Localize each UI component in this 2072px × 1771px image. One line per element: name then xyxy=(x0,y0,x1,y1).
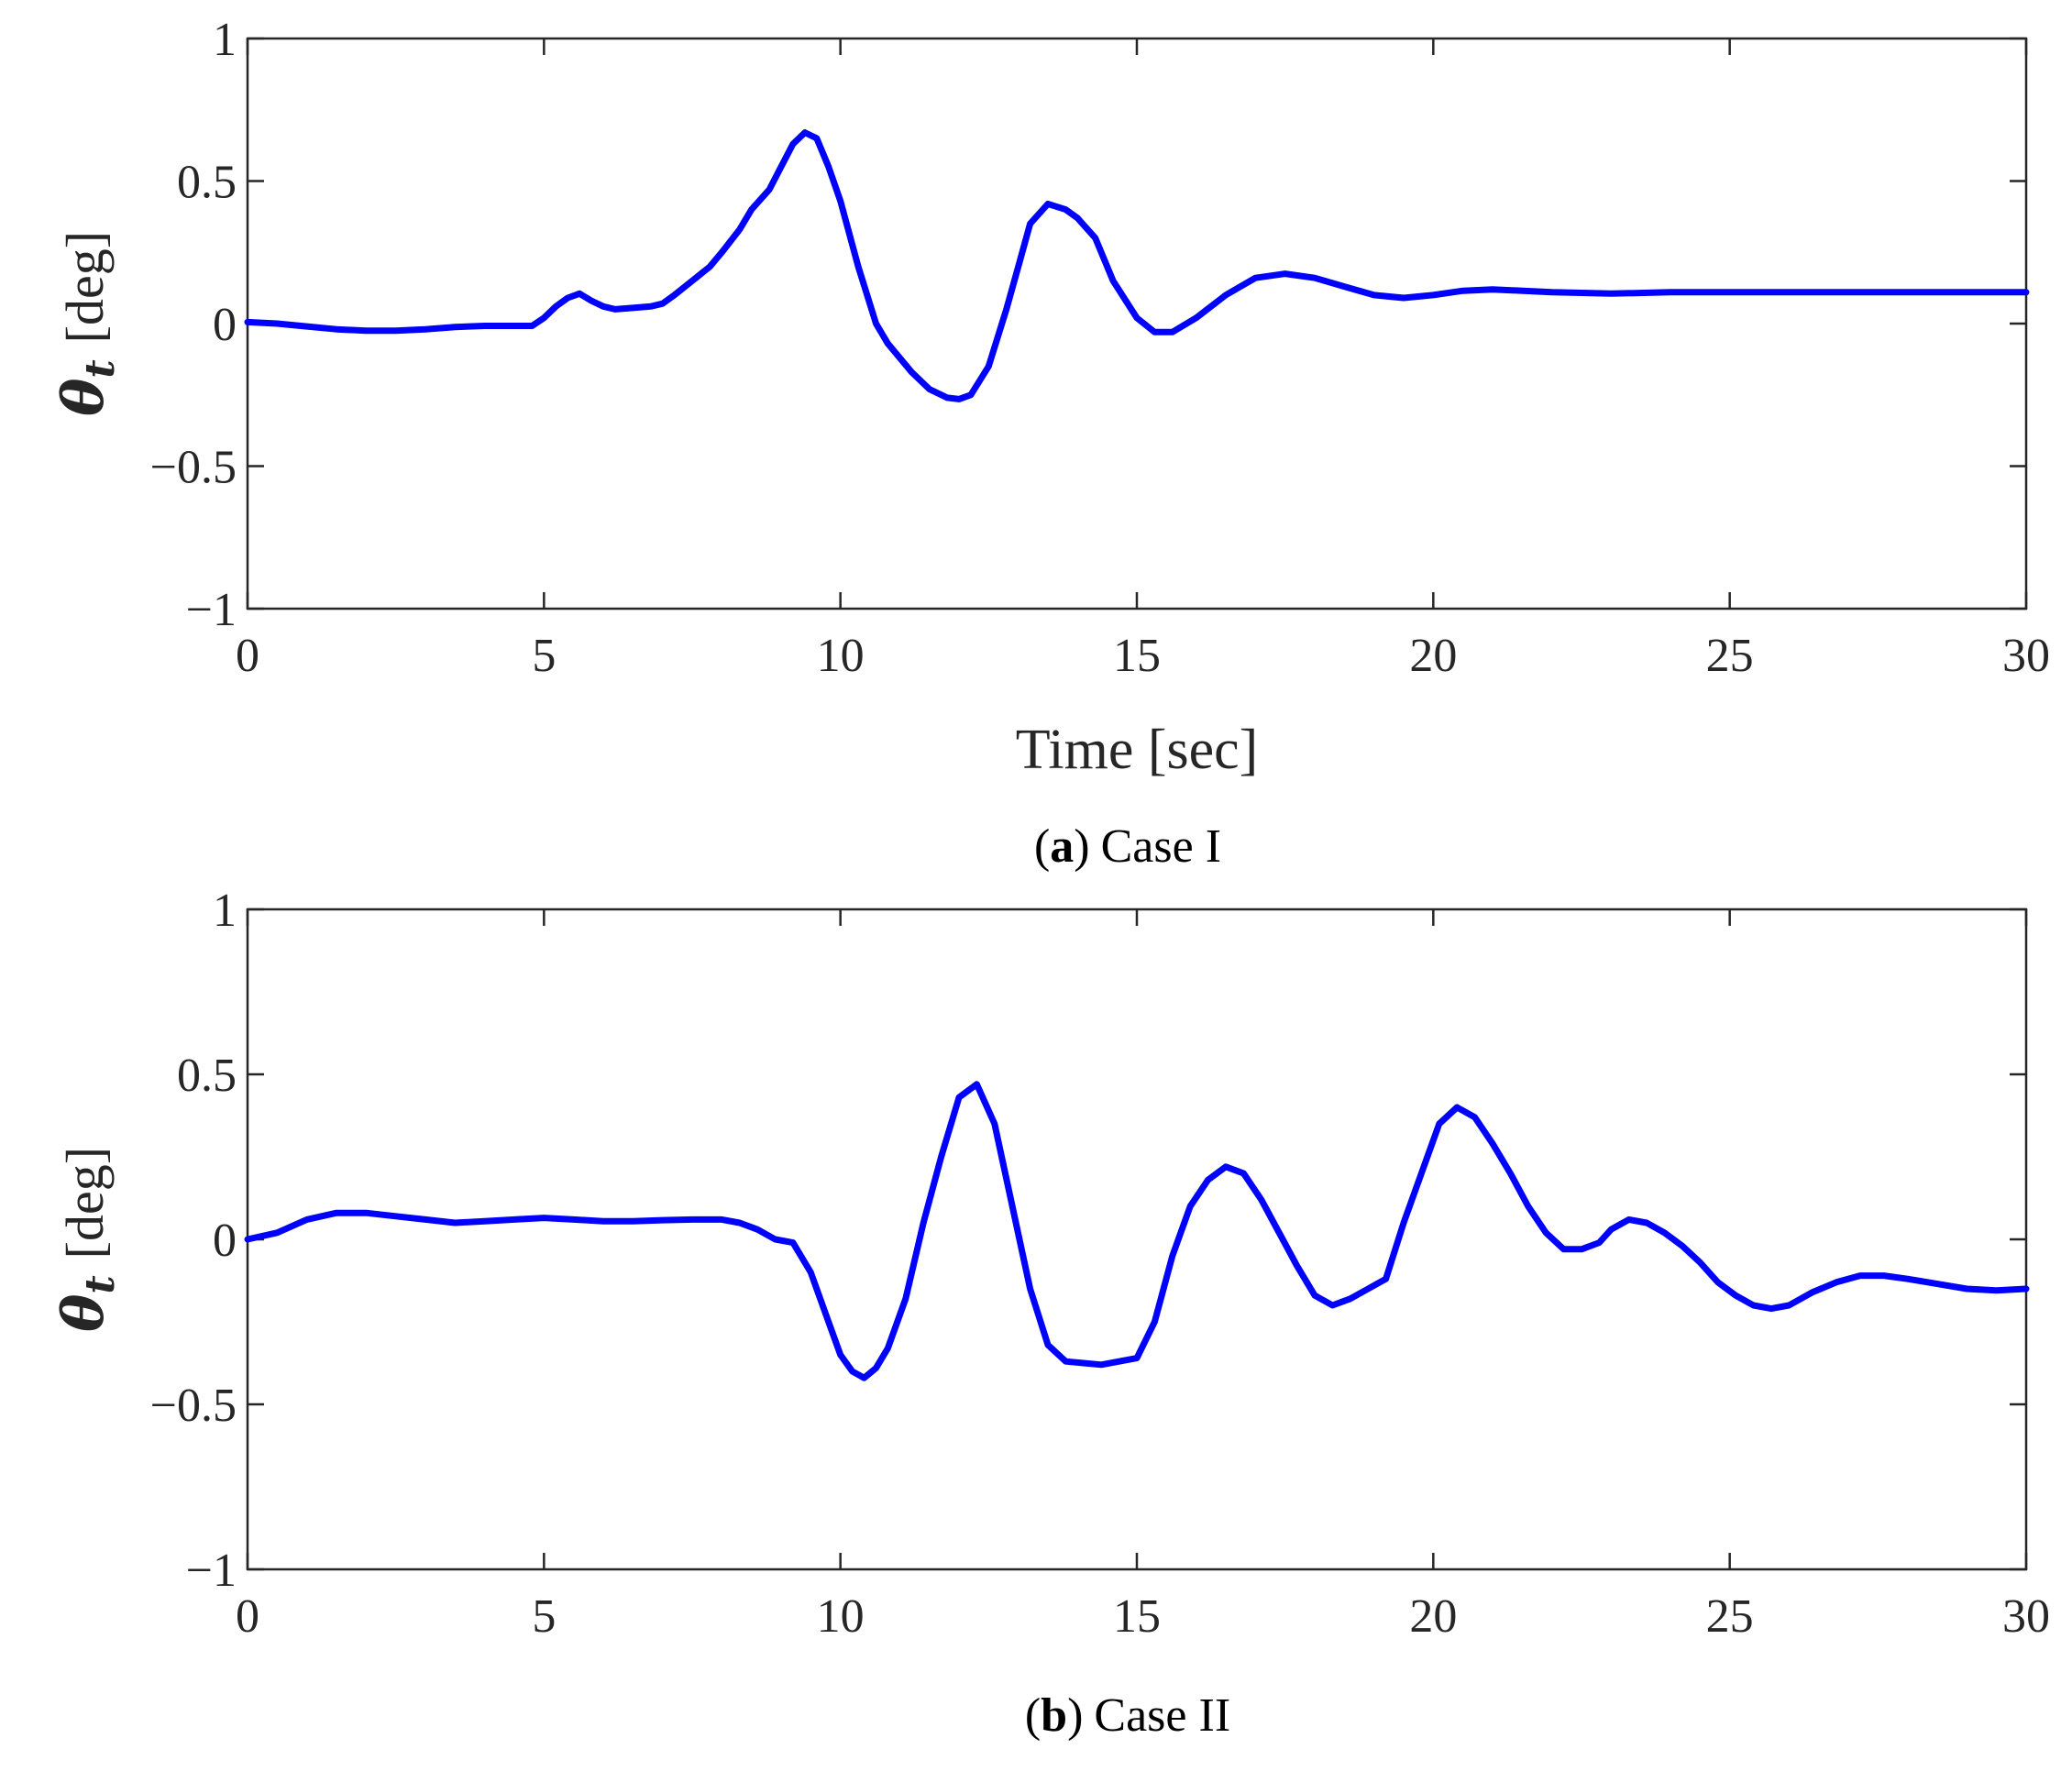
caption-letter: b xyxy=(1041,1689,1067,1742)
y-axis-label-subscript: t xyxy=(77,1275,124,1293)
x-tick-label: 25 xyxy=(1706,630,1754,682)
y-axis-label: θt [deg] xyxy=(50,1147,124,1332)
x-tick-label: 20 xyxy=(1409,630,1457,682)
x-tick-label: 10 xyxy=(817,630,865,682)
x-tick-label: 5 xyxy=(532,1590,556,1643)
x-tick-label: 30 xyxy=(2002,630,2050,682)
y-tick-label: 0 xyxy=(213,299,237,351)
y-axis-label-unit: [deg] xyxy=(55,1147,115,1259)
y-tick-label: 0 xyxy=(213,1215,237,1267)
caption-paren-open: ( xyxy=(1025,1689,1041,1742)
caption-text: Case I xyxy=(1101,820,1221,873)
y-axis-label-symbol: θ xyxy=(50,1293,116,1332)
x-tick-label: 0 xyxy=(236,630,259,682)
x-tick-label: 25 xyxy=(1706,1590,1754,1643)
chart-panel-a: 0 5 10 15 20 25 30 1 0.5 0 −0.5 −1 θt [deg] Time [sec]… xyxy=(50,14,2050,873)
chart-panel-b: 0 5 10 15 20 25 30 1 0.5 0 −0.5 −1 θt [deg] (b) Case II xyxy=(50,885,2050,1742)
x-axis-label: Time [sec] xyxy=(1016,719,1259,781)
y-tick-label: −1 xyxy=(186,584,237,636)
y-axis-label: θt [deg] xyxy=(50,231,124,416)
x-tick-label: 15 xyxy=(1113,1590,1161,1643)
y-tick-label: −0.5 xyxy=(150,442,237,494)
y-axis-label-unit: [deg] xyxy=(55,231,115,343)
x-tick-label: 5 xyxy=(532,630,556,682)
caption-paren-close: ) xyxy=(1067,1689,1083,1742)
x-tick-label: 20 xyxy=(1409,1590,1457,1643)
y-tick-label: 0.5 xyxy=(177,157,237,209)
y-tick-label: −1 xyxy=(186,1545,237,1597)
x-tick-label: 0 xyxy=(236,1590,259,1643)
y-axis-label-symbol: θ xyxy=(50,378,116,416)
y-tick-label: −0.5 xyxy=(150,1380,237,1432)
caption-paren-close: ) xyxy=(1074,820,1089,873)
caption-paren-open: ( xyxy=(1034,820,1050,873)
x-tick-label: 10 xyxy=(817,1590,865,1643)
x-tick-label: 15 xyxy=(1113,630,1161,682)
plot-area xyxy=(246,908,2028,1571)
y-tick-label: 0.5 xyxy=(177,1050,237,1102)
series-line-0 xyxy=(244,1081,2030,1381)
caption-letter: a xyxy=(1050,820,1074,873)
series-line-0 xyxy=(244,129,2030,402)
y-axis-label-subscript: t xyxy=(77,359,124,378)
caption-text: Case II xyxy=(1094,1689,1230,1742)
y-tick-label: 1 xyxy=(213,885,237,937)
x-tick-label: 30 xyxy=(2002,1590,2050,1643)
panel-caption: (b) Case II xyxy=(1025,1689,1230,1742)
y-tick-label: 1 xyxy=(213,14,237,66)
panel-caption: (a) Case I xyxy=(1034,820,1221,873)
